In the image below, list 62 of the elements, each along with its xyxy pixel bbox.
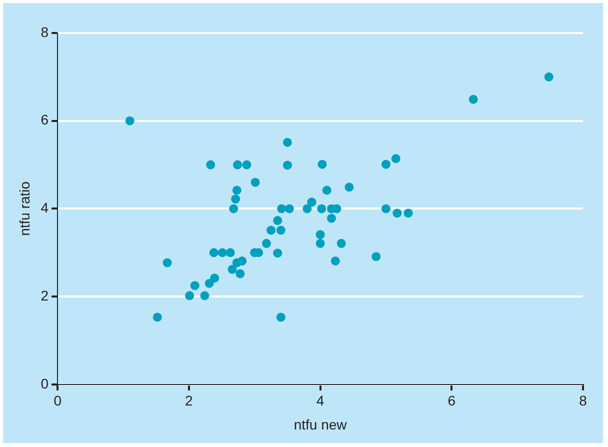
- point: [273, 216, 282, 226]
- x-tick-label: 6: [448, 392, 456, 409]
- point: [162, 258, 172, 268]
- point: [273, 248, 282, 258]
- point: [282, 160, 292, 170]
- point: [236, 269, 245, 278]
- x-tick-label: 0: [54, 392, 62, 409]
- point: [344, 182, 354, 192]
- point: [307, 198, 316, 207]
- point: [276, 226, 286, 235]
- point: [266, 226, 276, 235]
- point: [392, 208, 402, 218]
- point: [277, 204, 286, 214]
- point: [468, 94, 478, 104]
- x-tick-label: 4: [316, 392, 324, 409]
- point: [238, 256, 247, 266]
- point: [250, 178, 260, 187]
- x-axis-title: ntfu new: [294, 416, 348, 432]
- y-tick-label: 2: [40, 287, 49, 304]
- point: [125, 116, 134, 126]
- point: [185, 291, 194, 300]
- point: [391, 154, 400, 164]
- x-tick-label: 8: [579, 392, 588, 409]
- point: [316, 230, 325, 240]
- point: [206, 160, 216, 170]
- point: [276, 312, 286, 322]
- point: [326, 214, 336, 223]
- point: [330, 256, 340, 266]
- point: [322, 186, 332, 195]
- point: [316, 238, 325, 248]
- point: [233, 160, 242, 170]
- point: [200, 291, 210, 300]
- point: [381, 160, 390, 169]
- point: [218, 248, 227, 258]
- point: [204, 278, 214, 288]
- y-tick-label: 0: [40, 375, 49, 392]
- x-tick-label: 2: [185, 392, 194, 409]
- point: [404, 208, 413, 218]
- point: [231, 194, 240, 204]
- point: [210, 274, 220, 283]
- y-tick-label: 4: [40, 200, 49, 216]
- point: [318, 160, 327, 169]
- point: [336, 238, 346, 248]
- point: [228, 264, 237, 274]
- y-tick-label: 6: [40, 112, 49, 128]
- point: [284, 204, 294, 214]
- y-axis-title: ntfu ratio: [16, 181, 32, 236]
- point: [232, 186, 242, 195]
- point: [372, 252, 381, 262]
- point: [544, 72, 554, 82]
- point: [226, 248, 235, 258]
- point: [152, 312, 162, 322]
- point: [381, 204, 390, 214]
- point: [317, 204, 326, 214]
- point: [302, 204, 312, 214]
- point: [242, 160, 252, 170]
- y-tick-label: 8: [40, 24, 49, 40]
- point: [229, 204, 238, 214]
- point: [209, 248, 218, 258]
- point: [190, 281, 200, 290]
- point: [282, 138, 292, 147]
- point: [262, 238, 271, 248]
